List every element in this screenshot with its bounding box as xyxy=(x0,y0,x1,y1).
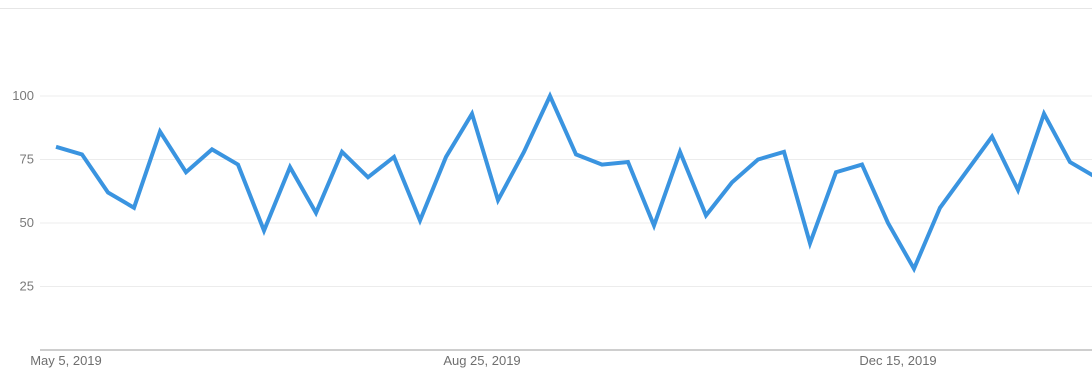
data-point-23[interactable] xyxy=(652,224,656,228)
y-tick-label-50: 50 xyxy=(20,215,34,230)
data-point-34[interactable] xyxy=(938,206,942,210)
data-point-38[interactable] xyxy=(1042,112,1046,116)
data-point-13[interactable] xyxy=(392,155,396,159)
data-point-4[interactable] xyxy=(158,130,162,134)
data-point-27[interactable] xyxy=(756,158,760,162)
data-point-31[interactable] xyxy=(860,163,864,167)
x-tick-label-dec-15-2019: Dec 15, 2019 xyxy=(859,353,936,368)
data-point-8[interactable] xyxy=(262,229,266,233)
data-point-20[interactable] xyxy=(574,152,578,156)
data-point-10[interactable] xyxy=(314,211,318,215)
data-point-18[interactable] xyxy=(522,150,526,154)
y-tick-label-100: 100 xyxy=(12,88,34,103)
x-tick-label-may-5-2019: May 5, 2019 xyxy=(30,353,102,368)
data-point-1[interactable] xyxy=(80,152,84,156)
x-tick-label-aug-25-2019: Aug 25, 2019 xyxy=(443,353,520,368)
data-point-2[interactable] xyxy=(106,191,110,195)
gridlines xyxy=(40,95,1092,287)
data-point-0[interactable] xyxy=(54,145,58,149)
data-point-19[interactable] xyxy=(548,94,552,98)
x-axis-labels: May 5, 2019 Aug 25, 2019 Dec 15, 2019 xyxy=(30,353,936,368)
data-point-39[interactable] xyxy=(1068,160,1072,164)
data-point-9[interactable] xyxy=(288,165,292,169)
data-point-15[interactable] xyxy=(444,155,448,159)
data-point-22[interactable] xyxy=(626,160,630,164)
y-tick-label-25: 25 xyxy=(20,279,34,294)
series-layer xyxy=(54,91,1092,274)
data-point-11[interactable] xyxy=(340,150,344,154)
data-point-30[interactable] xyxy=(834,170,838,174)
data-point-26[interactable] xyxy=(730,180,734,184)
data-point-16[interactable] xyxy=(470,112,474,116)
data-point-29[interactable] xyxy=(808,241,812,245)
data-point-17[interactable] xyxy=(496,198,500,202)
data-point-24[interactable] xyxy=(678,150,682,154)
data-point-3[interactable] xyxy=(132,206,136,210)
data-point-25[interactable] xyxy=(704,213,708,217)
data-point-28[interactable] xyxy=(782,150,786,154)
data-point-5[interactable] xyxy=(184,170,188,174)
data-point-6[interactable] xyxy=(210,147,214,151)
data-point-14[interactable] xyxy=(418,218,422,222)
data-point-37[interactable] xyxy=(1016,188,1020,192)
data-point-36[interactable] xyxy=(990,135,994,139)
y-tick-label-75: 75 xyxy=(20,152,34,167)
data-point-35[interactable] xyxy=(964,170,968,174)
data-point-12[interactable] xyxy=(366,175,370,179)
data-point-32[interactable] xyxy=(886,221,890,225)
data-point-33[interactable] xyxy=(912,267,916,271)
data-point-21[interactable] xyxy=(600,163,604,167)
series-line-0 xyxy=(55,91,1092,274)
y-axis-labels: 25 50 75 100 xyxy=(12,88,34,294)
data-point-7[interactable] xyxy=(236,163,240,167)
